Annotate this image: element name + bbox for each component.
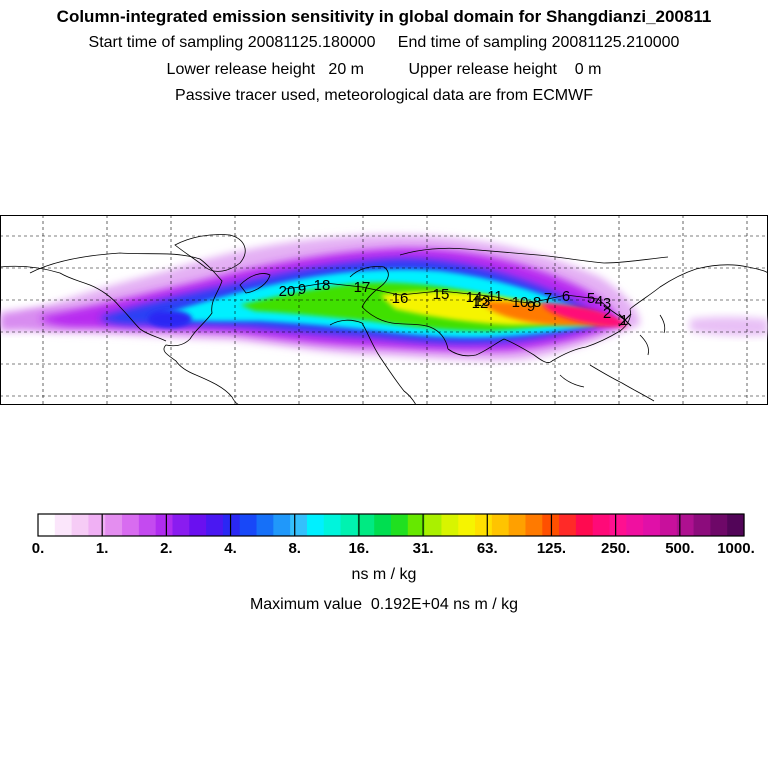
graticule <box>0 215 768 405</box>
colorbar-tick-label: 1. <box>96 540 109 557</box>
chart-title: Column-integrated emission sensitivity i… <box>56 7 712 26</box>
trajectory-label: 3 <box>603 295 611 312</box>
trajectory-label: 2 <box>603 305 611 322</box>
colorbar-tick-label: 8. <box>288 540 301 557</box>
colorbar-cells <box>38 514 745 536</box>
colorbar: 0. 1. 2. 4. 8. 16. 31. 63. 125. 250. 500. 1000. <box>32 513 755 557</box>
trajectory-label: 8 <box>533 294 541 311</box>
colorbar-cell <box>189 514 207 536</box>
trajectory-label: 14 <box>466 289 483 306</box>
colorbar-cell <box>155 514 174 536</box>
colorbar-cell <box>88 514 106 536</box>
colorbar-cell <box>105 514 123 536</box>
colorbar-cell <box>357 514 375 536</box>
trajectory-label: 18 <box>314 277 331 294</box>
colorbar-cell <box>290 514 308 536</box>
trajectory-label: 15 <box>433 286 450 303</box>
colorbar-cell <box>323 514 342 536</box>
trajectory-labels: 20 9 18 17 16 15 14 13 12 11 10 9 8 7 6 … <box>279 277 629 329</box>
colorbar-cell <box>525 514 543 536</box>
colorbar-cell <box>340 514 358 536</box>
colorbar-cell <box>71 514 90 536</box>
colorbar-cell <box>54 514 73 536</box>
trajectory-label: 16 <box>392 290 409 307</box>
sampling-time-line: Start time of sampling 20081125.180000 E… <box>88 34 680 51</box>
colorbar-cell <box>458 514 476 536</box>
colorbar-cell <box>727 514 745 536</box>
trajectory-label: 9 <box>527 298 535 315</box>
plume-core <box>540 303 627 327</box>
trajectory-label: 5 <box>587 290 595 307</box>
plume-low-west <box>148 310 192 328</box>
colorbar-cell <box>38 514 56 536</box>
trajectory-label: 11 <box>487 288 503 305</box>
sensitivity-field <box>0 234 768 361</box>
tracer-info-line: Passive tracer used, meteorological data… <box>175 87 593 104</box>
colorbar-cell <box>626 514 644 536</box>
colorbar-tick-labels: 0. 1. 2. 4. 8. 16. 31. 63. 125. 250. 500. 1000. <box>32 540 755 557</box>
trajectory-label: 12 <box>472 295 489 312</box>
trajectory-path <box>284 282 626 321</box>
colorbar-cell <box>491 514 510 536</box>
colorbar-tick-label: 1000. <box>717 540 755 557</box>
colorbar-tick-label: 16. <box>348 540 369 557</box>
colorbar-cell <box>508 514 527 536</box>
trajectory-label: 6 <box>562 288 570 305</box>
colorbar-cell <box>122 514 140 536</box>
trajectory-label: 10 <box>512 294 529 311</box>
colorbar-cell <box>693 514 711 536</box>
colorbar-tick-label: 31. <box>413 540 434 557</box>
colorbar-ticks <box>101 514 681 536</box>
max-value-text: Maximum value 0.192E+04 ns m / kg <box>249 596 519 613</box>
colorbar-cell <box>407 514 426 536</box>
colorbar-cell <box>424 514 443 536</box>
colorbar-tick-label: 63. <box>477 540 498 557</box>
colorbar-cell <box>659 514 678 536</box>
colorbar-tick-label: 0. <box>32 540 45 557</box>
colorbar-cell <box>575 514 594 536</box>
trajectory-label: 4 <box>595 293 603 310</box>
release-marker <box>618 313 632 327</box>
colorbar-tick-label: 500. <box>665 540 694 557</box>
colorbar-tick-label: 250. <box>601 540 630 557</box>
colorbar-cell <box>391 514 409 536</box>
colorbar-cell <box>256 514 274 536</box>
colorbar-tick-label: 4. <box>224 540 237 557</box>
colorbar-cell <box>138 514 157 536</box>
colorbar-cell <box>559 514 577 536</box>
colorbar-tick-label: 2. <box>160 540 173 557</box>
trajectory-label: 17 <box>354 279 371 296</box>
colorbar-cell <box>273 514 291 536</box>
colorbar-cell <box>306 514 325 536</box>
colorbar-cell <box>592 514 611 536</box>
sensitivity-map: 20 9 18 17 16 15 14 13 12 11 10 9 8 7 6 … <box>0 215 768 405</box>
colorbar-tick-label: 125. <box>537 540 566 557</box>
colorbar-cell <box>206 514 224 536</box>
colorbar-cell <box>676 514 695 536</box>
colorbar-cell <box>710 514 728 536</box>
trajectory-label: 9 <box>298 281 306 298</box>
colorbar-cell <box>172 514 190 536</box>
colorbar-unit: ns m / kg <box>351 566 417 583</box>
trajectory-label: 7 <box>544 290 552 307</box>
trajectory-label: 20 <box>279 283 296 300</box>
colorbar-cell <box>374 514 392 536</box>
colorbar-cell <box>609 514 627 536</box>
trajectory-label: 13 <box>474 293 491 310</box>
colorbar-frame <box>37 513 745 537</box>
plume-tail-east <box>690 316 768 336</box>
colorbar-cell <box>475 514 493 536</box>
coastlines <box>0 234 768 405</box>
colorbar-cell <box>441 514 459 536</box>
colorbar-cell <box>643 514 661 536</box>
trajectory-label: 1 <box>620 312 628 329</box>
release-height-line: Lower release height 20 m Upper release … <box>166 61 602 78</box>
colorbar-cell <box>239 514 258 536</box>
colorbar-cell <box>222 514 241 536</box>
